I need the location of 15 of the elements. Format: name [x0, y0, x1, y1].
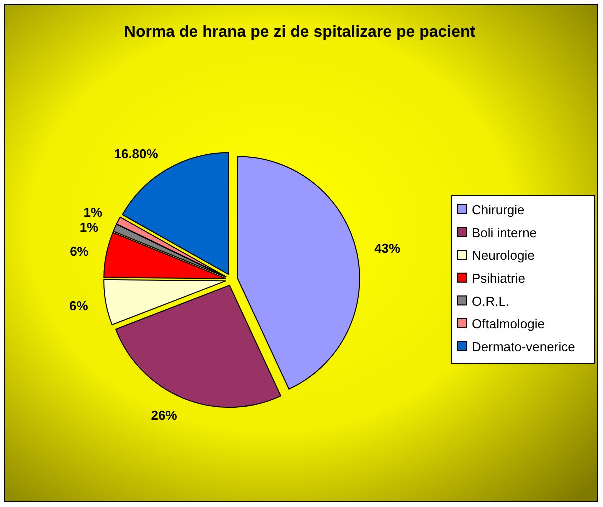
- data-label: 6%: [70, 298, 89, 314]
- data-label: 16.80%: [114, 146, 159, 162]
- chart-title: Norma de hrana pe zi de spitalizare pe pacient: [124, 24, 476, 41]
- legend-label: Boli interne: [472, 225, 538, 240]
- data-label: 1%: [84, 204, 104, 220]
- legend-label: Dermato-venerice: [472, 339, 576, 354]
- legend-label: Neurologie: [472, 248, 535, 264]
- legend-label: Oftalmologie: [472, 316, 545, 332]
- legend-label: Psihiatrie: [472, 270, 526, 286]
- data-label: 1%: [80, 220, 100, 235]
- data-label: 6%: [70, 244, 90, 259]
- legend-label: Chirurgie: [472, 202, 525, 218]
- data-label: 43%: [374, 241, 402, 256]
- data-label: 26%: [151, 408, 178, 423]
- legend-label: O.R.L.: [472, 294, 510, 309]
